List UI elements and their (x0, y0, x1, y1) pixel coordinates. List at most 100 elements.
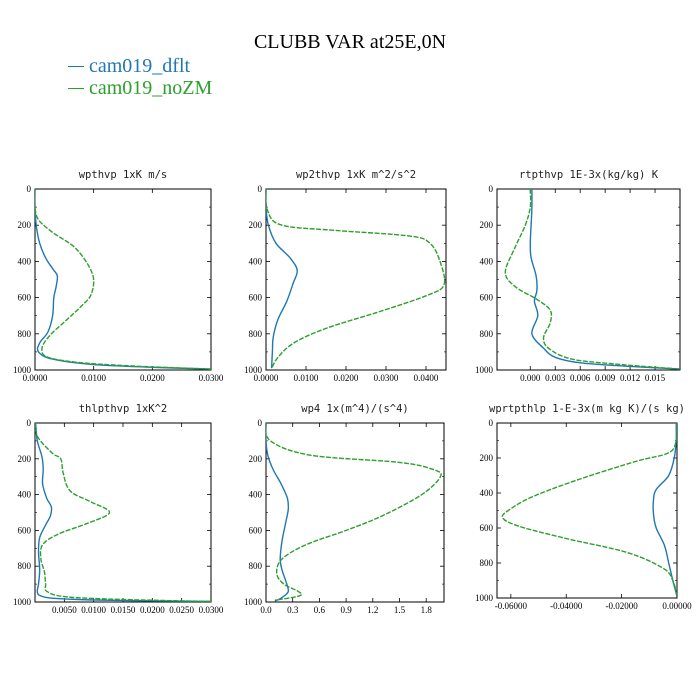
y-tick-label: 1000 (475, 593, 494, 603)
panel-6: wprtpthlp 1-E-3x(m kg K)/(s kg) 0 200 400 60… (475, 403, 692, 611)
x-tick-label: 0.0200 (140, 605, 165, 615)
y-tick-label: 600 (18, 293, 32, 303)
y-tick-label: 200 (18, 454, 32, 464)
series-line-dflt (35, 189, 211, 370)
series-line-nozm (35, 189, 211, 370)
series-line-nozm (266, 189, 446, 369)
x-tick-label: 0.0300 (199, 373, 224, 383)
x-tick-label: 0.009 (595, 373, 616, 383)
y-tick-label: 600 (249, 293, 263, 303)
series-line-dflt (652, 423, 677, 597)
y-tick-label: 600 (480, 293, 494, 303)
series-line-nozm (504, 189, 680, 370)
x-tick-label: 0.3 (287, 605, 299, 615)
x-tick-label: 0.0300 (199, 605, 224, 615)
y-tick-label: 800 (18, 561, 32, 571)
legend-swatch-dflt (68, 65, 84, 67)
y-tick-label: 0 (489, 418, 494, 428)
x-tick-label: 0.0000 (254, 373, 279, 383)
y-tick-label: 0 (489, 184, 494, 194)
x-tick-label: 1.2 (367, 605, 378, 615)
panel-title: wprtpthlp 1-E-3x(m kg K)/(s kg) (489, 403, 685, 415)
x-tick-label: 0.0 (260, 605, 272, 615)
x-tick-label: -0.06000 (495, 601, 528, 611)
y-tick-label: 0 (258, 184, 263, 194)
chart-title: CLUBB VAR at25E,0N (253, 31, 447, 53)
y-tick-label: 600 (480, 523, 494, 533)
panel-title: wpthvp 1xK m/s (79, 169, 168, 181)
x-tick-label: 0.006 (570, 373, 591, 383)
panel-title: wp2thvp 1xK m^2/s^2 (296, 169, 416, 181)
x-tick-label: 0.015 (645, 373, 666, 383)
y-tick-label: 200 (249, 220, 263, 230)
x-tick-label: 0.0000 (23, 373, 48, 383)
plot-frame (265, 422, 445, 603)
x-tick-label: 0.0100 (294, 373, 319, 383)
legend-item-dflt: cam019_dflt (68, 55, 190, 77)
series-line-dflt (266, 189, 298, 369)
y-tick-label: 400 (480, 256, 494, 266)
y-tick-label: 1000 (244, 365, 263, 375)
x-tick-label: 0.003 (545, 373, 566, 383)
x-tick-label: 1.5 (394, 605, 406, 615)
panel-title: wp4 1x(m^4)/(s^4) (301, 403, 408, 415)
panel-4: thlpthvp 1xK^2 0 200 400 600 800 1000 0.0050 0.0… (13, 403, 224, 615)
legend-label-dflt: cam019_dflt (89, 55, 191, 77)
y-tick-label: 800 (249, 561, 263, 571)
y-tick-label: 400 (18, 490, 32, 500)
y-tick-label: 400 (249, 256, 263, 266)
panel-3: rtpthvp 1E-3x(kg/kg) K 0 200 400 600 800 1000 0… (475, 169, 681, 383)
y-tick-label: 200 (249, 454, 263, 464)
y-tick-label: 400 (480, 488, 494, 498)
plot-frame (265, 188, 447, 371)
series-line-nozm (35, 423, 211, 602)
x-tick-label: 0.000 (520, 373, 541, 383)
panel-title: rtpthvp 1E-3x(kg/kg) K (519, 169, 659, 181)
y-tick-label: 0 (27, 184, 32, 194)
x-tick-label: 0.0100 (81, 373, 106, 383)
y-tick-label: 200 (480, 220, 494, 230)
legend-swatch-nozm (68, 87, 84, 89)
series-line-dflt (35, 423, 211, 602)
x-tick-label: -0.04000 (550, 601, 583, 611)
x-tick-label: 0.0150 (111, 605, 136, 615)
x-tick-label: 0.0300 (374, 373, 399, 383)
y-tick-label: 600 (249, 525, 263, 535)
x-tick-label: 1.8 (421, 605, 433, 615)
panel-2: wp2thvp 1xK m^2/s^2 0 200 400 600 800 10000.00… (244, 169, 447, 383)
x-tick-label: 0.0100 (81, 605, 106, 615)
y-tick-label: 1000 (244, 597, 263, 607)
plot-frame (34, 188, 212, 371)
series-line-dflt (266, 423, 290, 602)
series-line-nozm (266, 423, 442, 601)
y-tick-label: 400 (18, 256, 32, 266)
y-tick-label: 800 (480, 329, 494, 339)
plot-frame (496, 422, 678, 599)
x-tick-label: 0.9 (340, 605, 352, 615)
y-tick-label: 0 (27, 418, 32, 428)
y-tick-label: 1000 (13, 597, 32, 607)
y-tick-label: 800 (18, 329, 32, 339)
y-tick-label: 400 (249, 490, 263, 500)
series-line-nozm (501, 423, 677, 597)
y-tick-label: 200 (18, 220, 32, 230)
series-line-dflt (529, 189, 680, 370)
x-tick-label: 0.00000 (662, 601, 692, 611)
x-tick-label: 0.012 (620, 373, 640, 383)
x-tick-label: 0.0050 (52, 605, 77, 615)
x-tick-label: -0.02000 (605, 601, 638, 611)
x-tick-label: 0.6 (314, 605, 326, 615)
x-tick-label: 0.0200 (334, 373, 359, 383)
x-tick-label: 0.0400 (414, 373, 439, 383)
panel-title: thlpthvp 1xK^2 (79, 403, 168, 415)
y-tick-label: 600 (18, 525, 32, 535)
legend-item-nozm: cam019_noZM (68, 77, 212, 99)
y-tick-label: 1000 (13, 365, 32, 375)
plot-frame (34, 422, 212, 603)
x-tick-label: 0.0200 (140, 373, 165, 383)
y-tick-label: 0 (258, 418, 263, 428)
x-tick-label: 0.0250 (169, 605, 194, 615)
